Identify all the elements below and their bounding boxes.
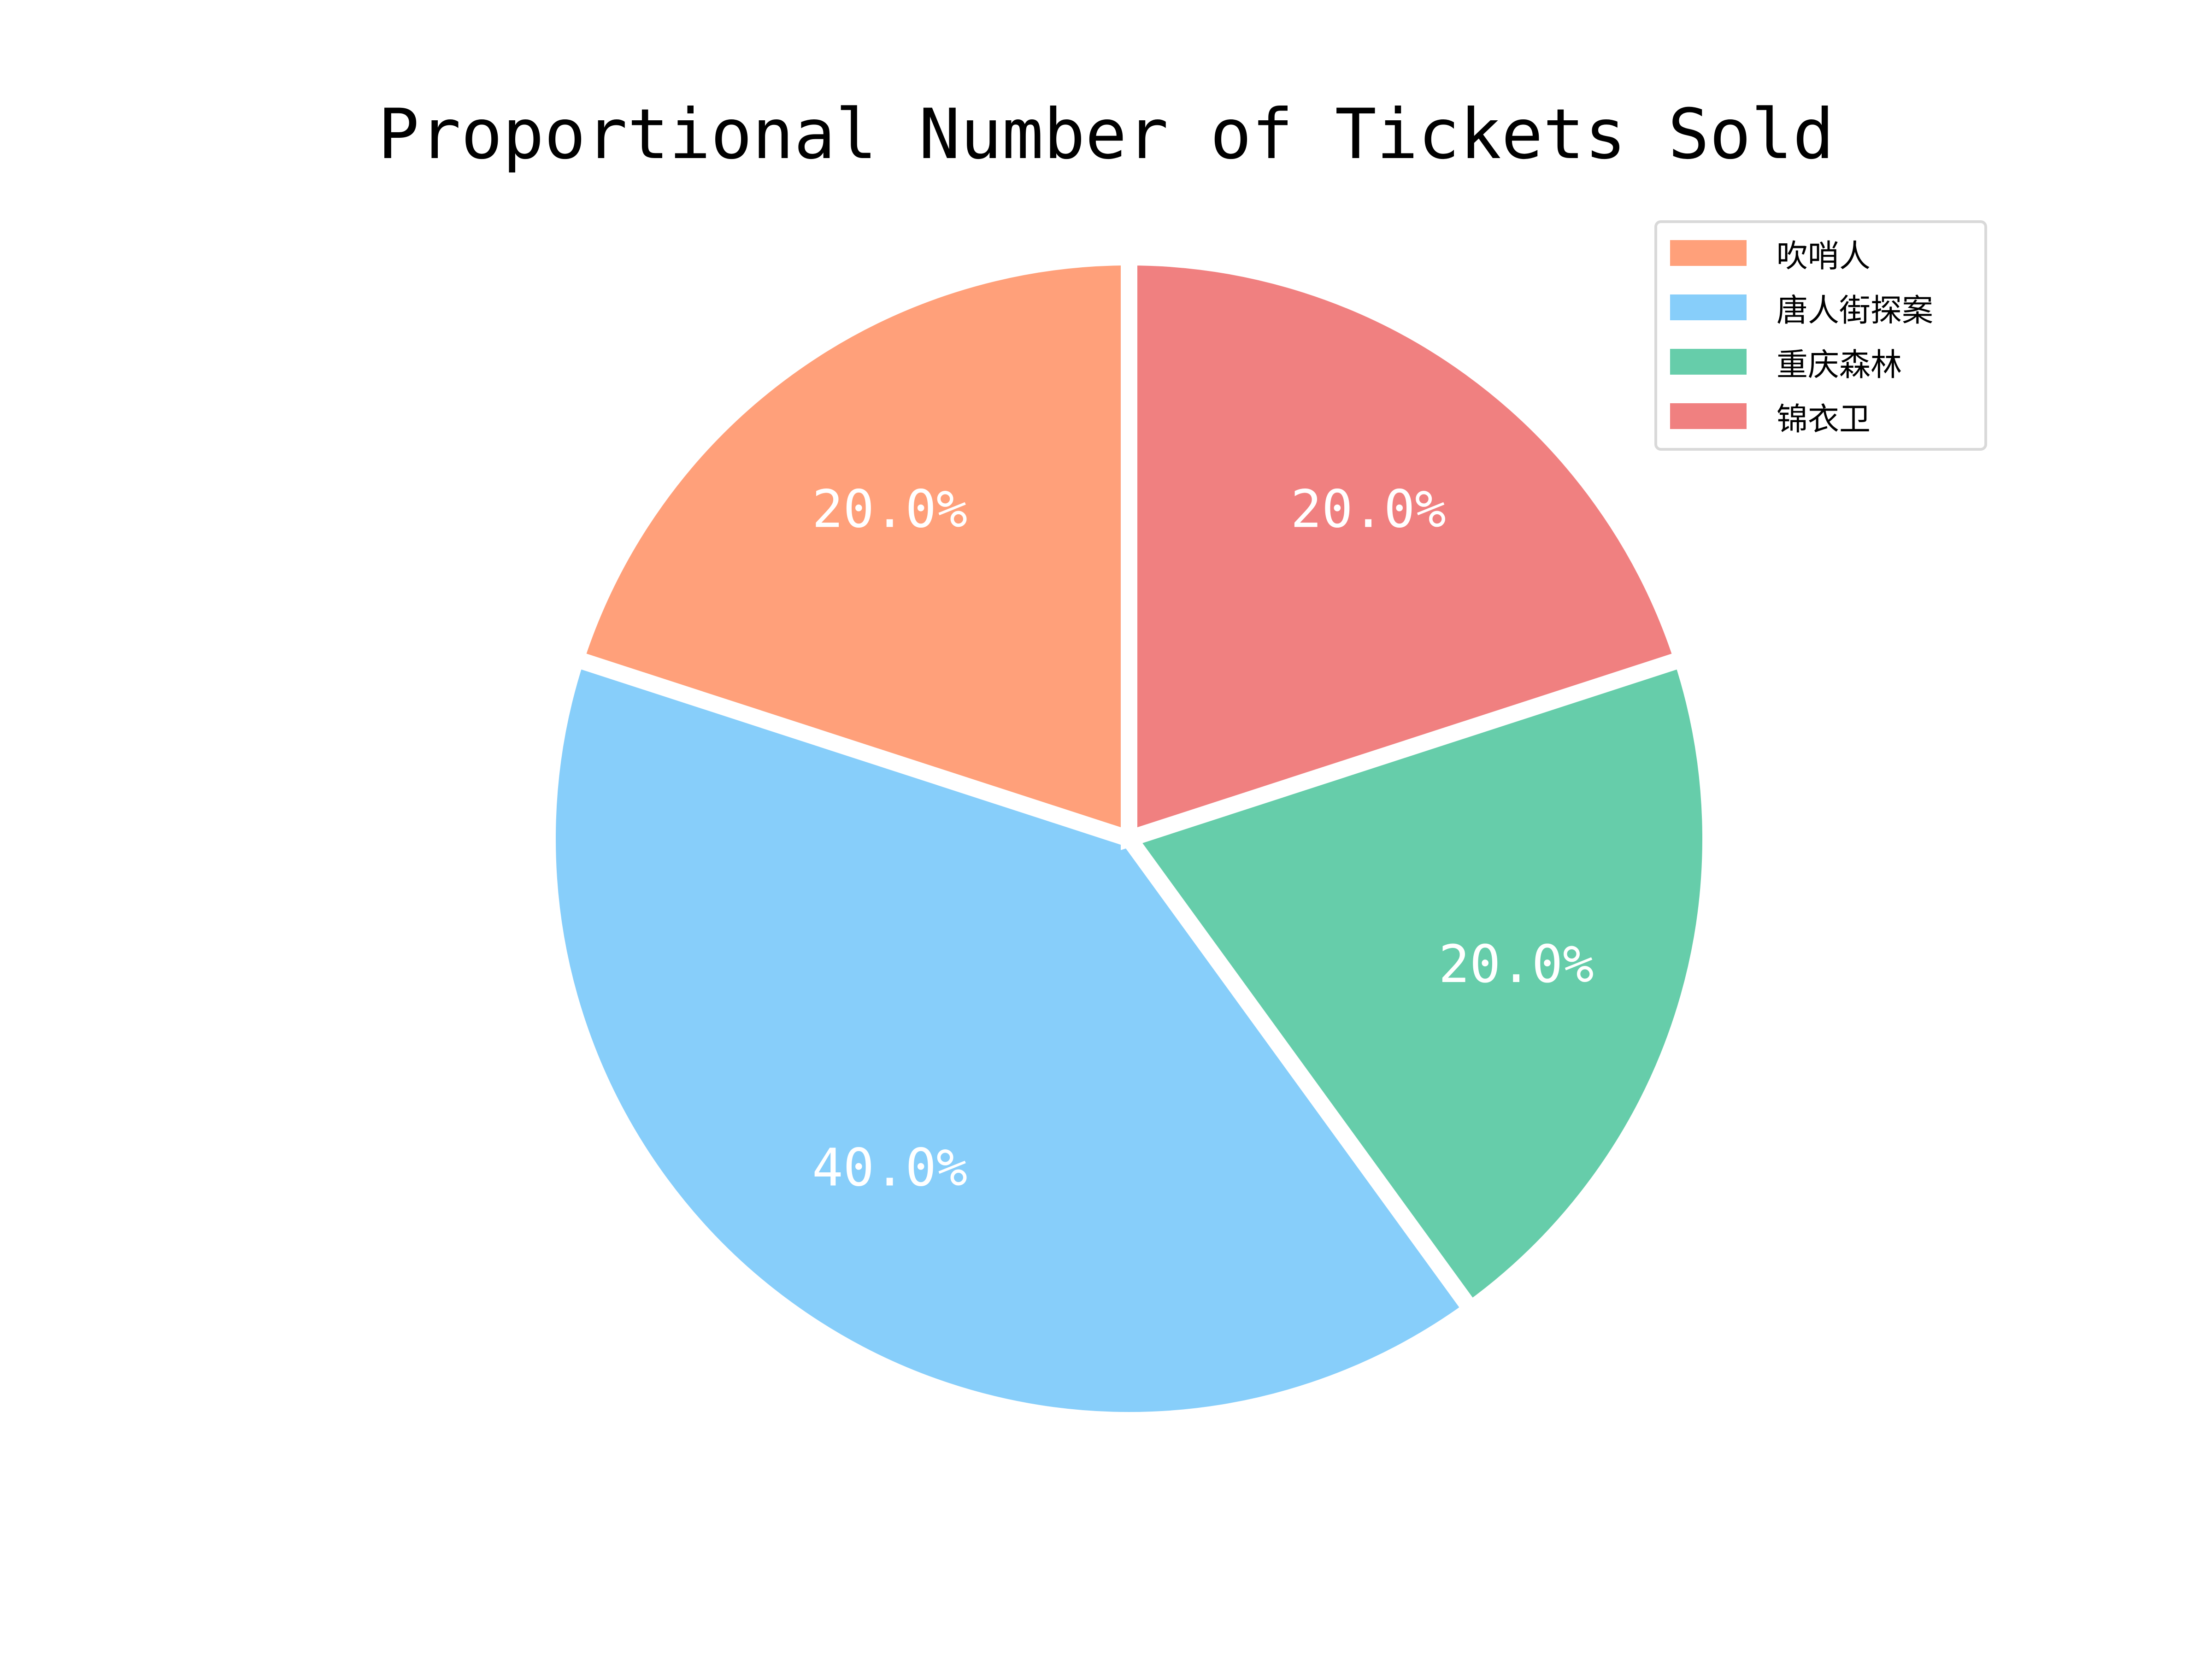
legend-swatch: [1670, 294, 1747, 320]
legend-swatch: [1670, 240, 1747, 266]
legend-swatch: [1670, 403, 1747, 429]
legend-item: 锦衣卫: [1670, 398, 1983, 438]
legend-item: 重庆森林: [1670, 343, 1983, 383]
pie-slice: [1121, 248, 1693, 850]
pie-slice: [539, 648, 1483, 1429]
slice-percent-label: 20.0%: [812, 479, 967, 539]
slice-percent-label: 40.0%: [812, 1138, 967, 1198]
legend-label: 唐人街探案: [1777, 292, 1934, 329]
legend-swatch: [1670, 349, 1747, 375]
legend-item: 吹哨人: [1670, 235, 1983, 275]
pie-slice: [1115, 648, 1719, 1321]
legend-label: 重庆森林: [1777, 347, 1902, 383]
pie-slice: [565, 248, 1137, 850]
legend: 吹哨人 唐人街探案 重庆森林 锦衣卫: [1654, 220, 1987, 451]
chart-title: Proportional Number of Tickets Sold: [377, 94, 1835, 175]
legend-label: 吹哨人: [1777, 238, 1871, 275]
slice-percent-label: 20.0%: [1291, 479, 1446, 539]
legend-label: 锦衣卫: [1777, 401, 1871, 438]
slice-percent-label: 20.0%: [1439, 935, 1594, 994]
legend-item: 唐人街探案: [1670, 289, 1983, 329]
